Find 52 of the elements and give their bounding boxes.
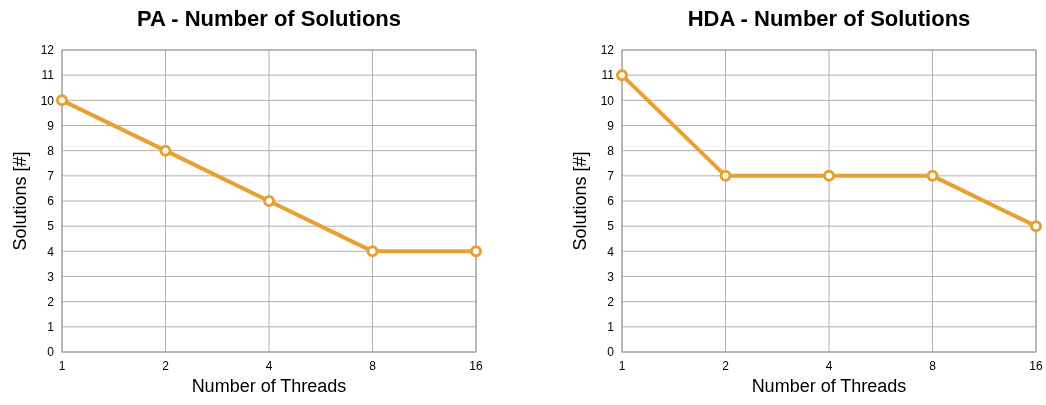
y-tick-label: 2 — [47, 294, 55, 309]
y-tick-label: 12 — [600, 43, 615, 58]
y-tick-label: 3 — [607, 269, 615, 284]
point — [926, 169, 939, 182]
x-tick-label: 8 — [929, 359, 937, 373]
y-tick-label: 9 — [47, 118, 55, 133]
y-tick-label: 8 — [607, 143, 615, 158]
y-tick-label: 4 — [607, 244, 615, 259]
y-tick-label: 6 — [47, 194, 55, 209]
y-tick-label: 9 — [607, 118, 615, 133]
chart-title: PA - Number of Solutions — [137, 6, 401, 31]
x-axis-title: Number of Threads — [191, 376, 347, 396]
y-axis-title: Solutions [#] — [10, 151, 30, 251]
point — [719, 169, 732, 182]
point — [616, 69, 628, 82]
x-tick-label: 16 — [469, 359, 483, 373]
x-tick-label: 4 — [265, 359, 273, 373]
chart-title: HDA - Number of Solutions — [687, 6, 971, 31]
x-tick-label: 1 — [58, 359, 66, 373]
point — [1030, 220, 1042, 233]
y-tick-label: 12 — [40, 43, 55, 58]
x-tick-label: 1 — [618, 359, 626, 373]
x-tick-label: 2 — [162, 359, 170, 373]
y-tick-label: 5 — [47, 219, 55, 234]
point — [159, 144, 172, 157]
y-tick-label: 11 — [601, 68, 615, 83]
y-tick-label: 1 — [47, 320, 55, 335]
y-tick-label: 8 — [47, 143, 55, 158]
x-tick-label: 8 — [369, 359, 377, 373]
point — [366, 245, 379, 258]
point — [56, 94, 68, 107]
y-tick-label: 0 — [607, 345, 615, 360]
y-axis-title: Solutions [#] — [570, 151, 590, 251]
y-tick-label: 10 — [600, 93, 615, 108]
y-tick-label: 1 — [607, 320, 615, 335]
y-tick-label: 2 — [607, 294, 615, 309]
y-tick-label: 0 — [47, 345, 55, 360]
x-tick-label: 4 — [825, 359, 833, 373]
y-tick-label: 5 — [607, 219, 615, 234]
x-tick-label: 2 — [722, 359, 730, 373]
point — [470, 245, 482, 258]
y-tick-label: 3 — [47, 269, 55, 284]
point — [263, 195, 275, 207]
y-tick-label: 10 — [40, 93, 55, 108]
x-axis-title: Number of Threads — [751, 376, 907, 396]
y-tick-label: 7 — [47, 169, 55, 184]
y-tick-label: 6 — [607, 194, 615, 209]
x-tick-label: 16 — [1029, 359, 1043, 373]
y-tick-label: 11 — [41, 68, 55, 83]
y-tick-label: 4 — [47, 244, 55, 259]
y-tick-label: 7 — [607, 169, 615, 184]
point — [823, 169, 835, 182]
